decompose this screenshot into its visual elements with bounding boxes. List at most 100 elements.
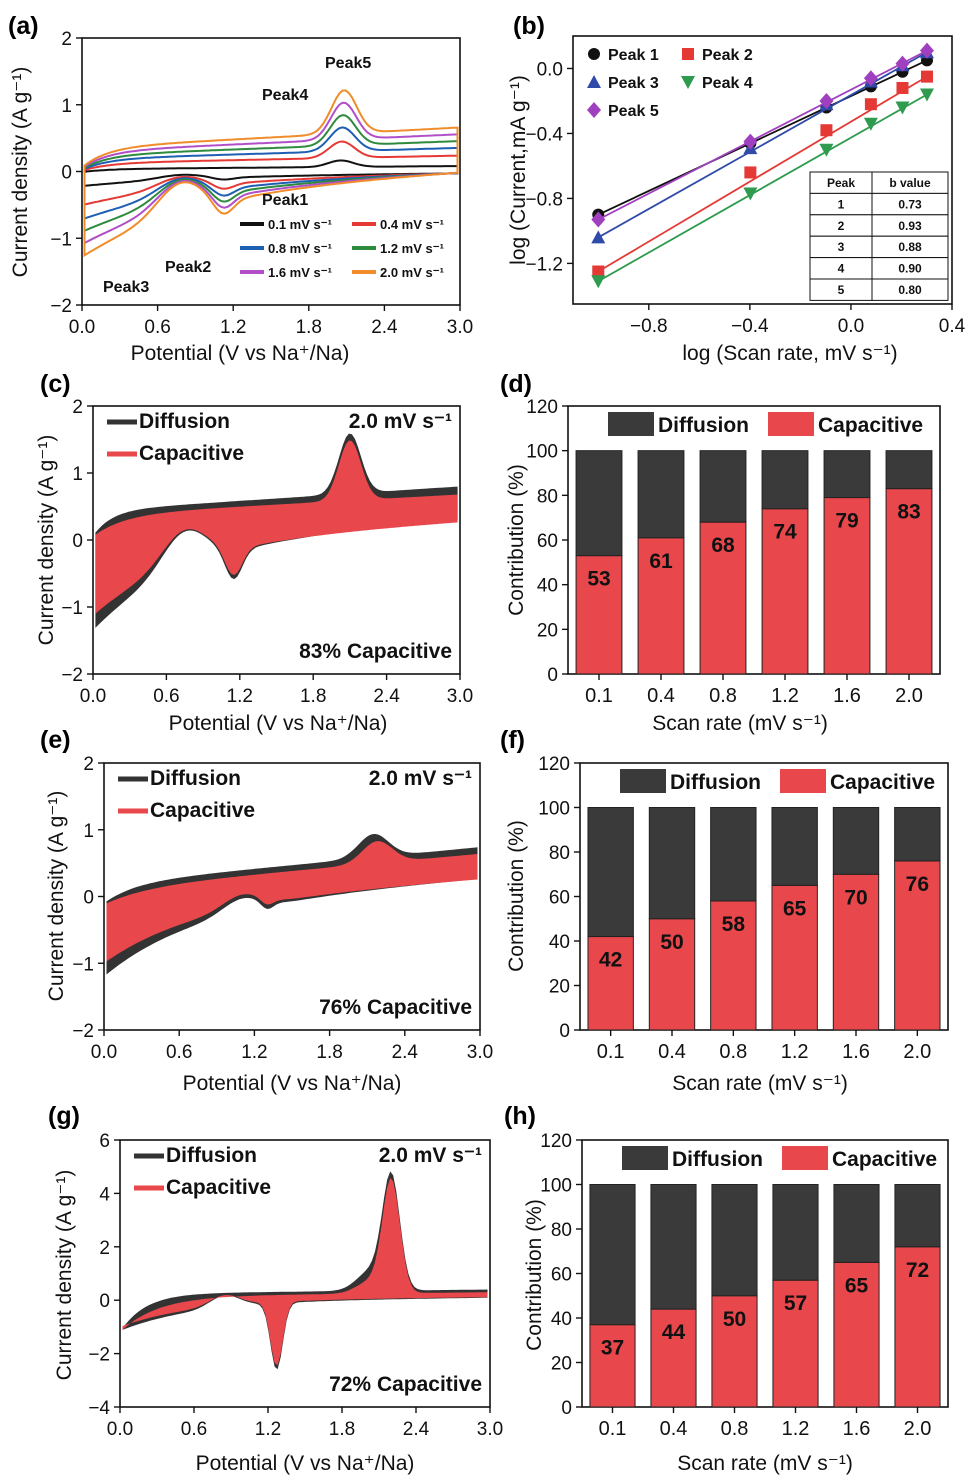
y-tick-label: 60 xyxy=(549,888,570,909)
y-tick-label: 0 xyxy=(559,1021,570,1042)
legend-label: Diffusion xyxy=(139,410,230,433)
data-point xyxy=(919,88,934,102)
x-tick-label: 1.6 xyxy=(833,685,861,707)
x-tick-label: 1.8 xyxy=(329,1419,355,1440)
x-tick-label: 1.2 xyxy=(220,317,246,338)
x-tick-label: 1.2 xyxy=(227,686,253,707)
legend-label: 0.1 mV s⁻¹ xyxy=(268,217,332,232)
x-tick-label: 0.6 xyxy=(144,317,170,338)
x-tick-label: −0.4 xyxy=(731,316,769,337)
y-tick-label: −1 xyxy=(50,229,72,250)
scan-rate-label: 2.0 mV s⁻¹ xyxy=(349,410,452,433)
panel-label: (c) xyxy=(40,370,71,398)
panel-f: (f) 0 20 40 60 80 100 120 Scan rate (mV s⁻¹) Cont… xyxy=(500,726,949,1095)
y-tick-label: 0.0 xyxy=(537,59,563,80)
y-axis-label: Current density (A g⁻¹) xyxy=(35,435,58,646)
y-tick-label: 2 xyxy=(72,397,83,418)
panel-e: (e) 0.0 0.6 1.2 1.8 2.4 3.0 −2 −1 0 1 2 Potential (V… xyxy=(40,726,493,1095)
y-tick-label: −2 xyxy=(88,1345,110,1366)
table-cell-text: 0.73 xyxy=(898,197,922,211)
y-tick-label: 100 xyxy=(526,442,558,463)
panel-d: (d) 0 20 40 60 80 100 120 Scan rate (mV s⁻¹) Cont… xyxy=(500,370,941,735)
x-axis-label: Potential (V vs Na⁺/Na) xyxy=(131,342,350,365)
bar-value-label: 68 xyxy=(711,534,735,557)
legend-label: Capacitive xyxy=(139,442,244,465)
panel-g: (g) 0.0 0.6 1.2 1.8 2.4 3.0 −4 −2 0 2 4 6 Potential (… xyxy=(48,1102,503,1475)
y-tick-label: 1 xyxy=(72,464,83,485)
legend-label: Diffusion xyxy=(672,1148,763,1171)
table-cell-text: 2 xyxy=(838,219,845,233)
x-tick-label: 0.0 xyxy=(107,1419,133,1440)
peak-label: Peak2 xyxy=(165,259,211,276)
table-cell-text: Peak xyxy=(827,176,855,190)
table-cell-text: 0.80 xyxy=(898,283,922,297)
peak-label: Peak3 xyxy=(103,279,149,296)
x-tick-label: 2.4 xyxy=(373,686,400,707)
bar-capacitive xyxy=(650,1308,697,1408)
bar-value-label: 65 xyxy=(783,897,807,920)
diffusion-area xyxy=(122,1171,488,1370)
table-cell xyxy=(871,278,949,301)
x-tick-label: 0.8 xyxy=(709,685,737,707)
x-tick-label: 2.0 xyxy=(903,1041,931,1063)
table-cell-text: 0.88 xyxy=(898,240,922,254)
peak-label: Peak1 xyxy=(262,192,308,209)
panel-label: (g) xyxy=(48,1102,80,1130)
x-tick-label: 0.0 xyxy=(91,1042,117,1063)
x-axis-label: Potential (V vs Na⁺/Na) xyxy=(183,1072,402,1095)
bar-diffusion xyxy=(761,450,809,510)
bar-value-label: 83 xyxy=(897,501,920,524)
scan-rate-label: 2.0 mV s⁻¹ xyxy=(379,1144,482,1167)
data-point xyxy=(864,98,877,111)
plot-frame xyxy=(567,405,941,675)
panel-label: (f) xyxy=(500,726,525,754)
data-point xyxy=(819,92,834,109)
y-tick-label: −2 xyxy=(72,1021,94,1042)
x-tick-label: 3.0 xyxy=(467,1042,493,1063)
bar-value-label: 79 xyxy=(835,510,858,533)
x-tick-label: 2.4 xyxy=(371,317,398,338)
data-point xyxy=(743,187,758,201)
capacitive-percent: 72% Capacitive xyxy=(329,1373,482,1396)
y-axis-label: Current density (A g⁻¹) xyxy=(53,1170,76,1381)
x-tick-label: 3.0 xyxy=(447,317,473,338)
data-point xyxy=(592,265,605,278)
bar-diffusion xyxy=(637,450,685,539)
x-tick-label: 0.6 xyxy=(181,1419,207,1440)
bar-capacitive xyxy=(710,900,757,1031)
legend-label: 1.2 mV s⁻¹ xyxy=(380,241,444,256)
legend-swatch xyxy=(782,1146,828,1170)
legend-label: Capacitive xyxy=(166,1176,271,1199)
y-tick-label: 1 xyxy=(83,821,94,842)
table-cell-text: 1 xyxy=(838,197,845,211)
y-tick-label: 20 xyxy=(549,977,570,998)
y-tick-label: 40 xyxy=(551,1309,572,1330)
y-tick-label: 80 xyxy=(549,843,570,864)
bar-capacitive xyxy=(833,1261,880,1408)
bar-value-label: 50 xyxy=(660,931,683,954)
bar-capacitive xyxy=(894,860,941,1031)
bar-diffusion xyxy=(771,807,818,886)
x-tick-label: 0.6 xyxy=(166,1042,192,1063)
bar-value-label: 44 xyxy=(662,1321,686,1344)
y-tick-label: 120 xyxy=(538,754,570,775)
bar-diffusion xyxy=(833,1184,880,1263)
x-axis-label: Potential (V vs Na⁺/Na) xyxy=(169,712,388,735)
x-tick-label: 1.6 xyxy=(842,1041,870,1063)
plot-frame xyxy=(579,762,949,1031)
bar-value-label: 61 xyxy=(649,550,673,573)
bar-diffusion xyxy=(772,1184,819,1281)
y-tick-label: 4 xyxy=(99,1184,110,1205)
x-tick-label: 1.2 xyxy=(255,1419,281,1440)
y-tick-label: 0 xyxy=(99,1291,110,1312)
y-axis-label: Contribution (%) xyxy=(523,1199,546,1351)
x-tick-label: 3.0 xyxy=(447,686,473,707)
x-tick-label: 1.8 xyxy=(296,317,322,338)
bar-diffusion xyxy=(648,807,696,920)
data-point xyxy=(588,48,600,60)
data-point xyxy=(895,55,910,72)
x-tick-label: 0.4 xyxy=(647,685,675,707)
bar-capacitive xyxy=(823,497,871,675)
bar-value-label: 53 xyxy=(587,568,610,591)
bar-value-label: 58 xyxy=(722,913,746,936)
